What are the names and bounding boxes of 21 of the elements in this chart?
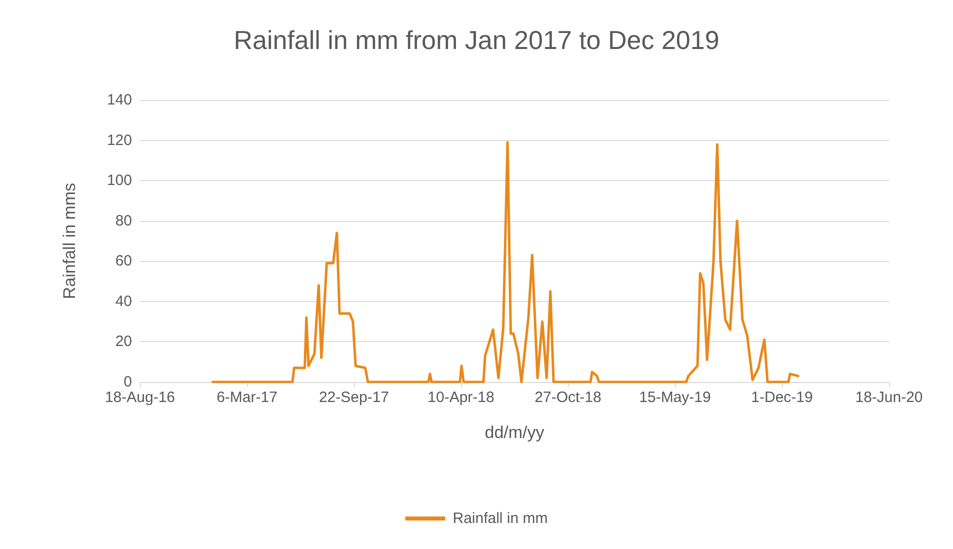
y-tick-label: 140 [106,92,132,108]
x-tick-label: 1-Dec-19 [751,389,813,406]
x-tick-label: 18-Jun-20 [855,389,923,406]
x-tick-label: 27-Oct-18 [534,389,602,406]
chart-title: Rainfall in mm from Jan 2017 to Dec 2019 [234,25,720,55]
x-tick-label: 22-Sep-17 [318,389,390,406]
y-tick-label: 0 [124,374,132,390]
x-tick-label: 10-Apr-18 [428,389,494,406]
x-tick-label: 15-May-19 [639,389,711,406]
y-tick-label: 80 [115,212,132,230]
line-series [212,141,800,384]
x-tick-label: 18-Aug-16 [104,389,176,406]
y-tick-label: 120 [106,132,132,149]
x-axis-title: dd/m/yy [484,423,545,442]
y-tick-label: 20 [115,333,132,350]
y-tick-label: 100 [106,172,132,190]
y-tick-label: 60 [115,252,132,270]
y-axis-title: Rainfall in mms [60,182,79,300]
y-tick-label: 40 [115,292,132,310]
legend-label: Rainfall in mm [452,510,548,527]
x-tick-label: 6-Mar-17 [216,389,278,406]
